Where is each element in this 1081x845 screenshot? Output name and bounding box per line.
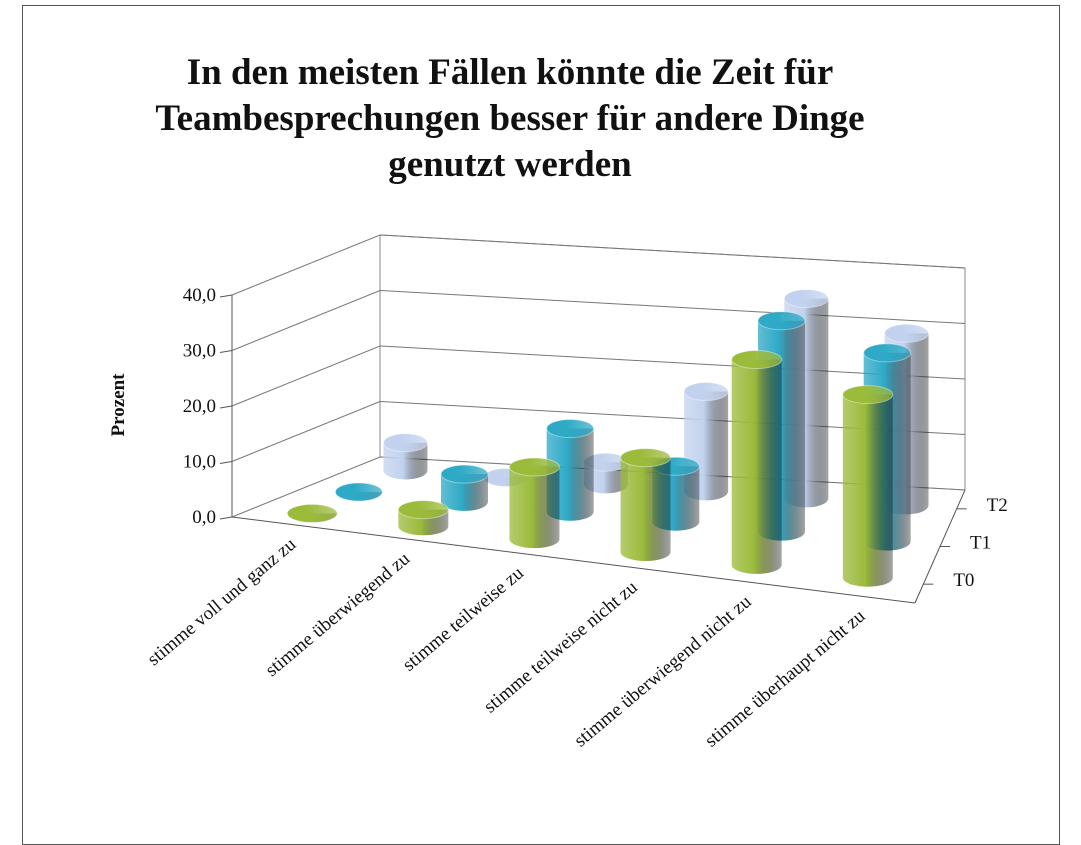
cylinder	[397, 500, 449, 536]
cylinder	[731, 350, 783, 574]
legend-label: T0	[953, 570, 974, 591]
grid-line	[231, 234, 966, 296]
cylinder	[842, 385, 894, 587]
y-tick-label: 20,0	[183, 396, 216, 417]
y-tick	[219, 350, 233, 353]
y-tick	[219, 461, 233, 464]
grid-line	[231, 289, 966, 351]
cylinder	[440, 464, 489, 511]
cylinder	[583, 452, 629, 494]
cylinder	[334, 482, 383, 502]
y-tick	[219, 405, 233, 409]
y-tick	[219, 294, 233, 298]
y-axis-label: Prozent	[108, 373, 129, 437]
y-tick-label: 40,0	[183, 285, 216, 306]
cylinder	[620, 448, 672, 562]
y-tick-label: 0,0	[192, 507, 216, 528]
x-tick-label: stimme überwiegend zu	[261, 548, 414, 681]
y-tick-label: 10,0	[183, 452, 216, 473]
cylinder	[508, 457, 560, 549]
legend-label: T2	[987, 495, 1008, 516]
x-tick-label: stimme teilweise zu	[399, 562, 528, 675]
cylinder	[382, 433, 428, 480]
y-tick	[219, 516, 233, 520]
floor-front	[231, 516, 916, 604]
legend-label: T1	[970, 533, 991, 554]
chart-title: In den meisten Fällen könnte die Zeit fü…	[155, 52, 865, 185]
cylinder	[286, 503, 338, 523]
y-tick-label: 30,0	[183, 341, 216, 362]
x-tick-label: stimme voll und ganz zu	[144, 534, 301, 670]
